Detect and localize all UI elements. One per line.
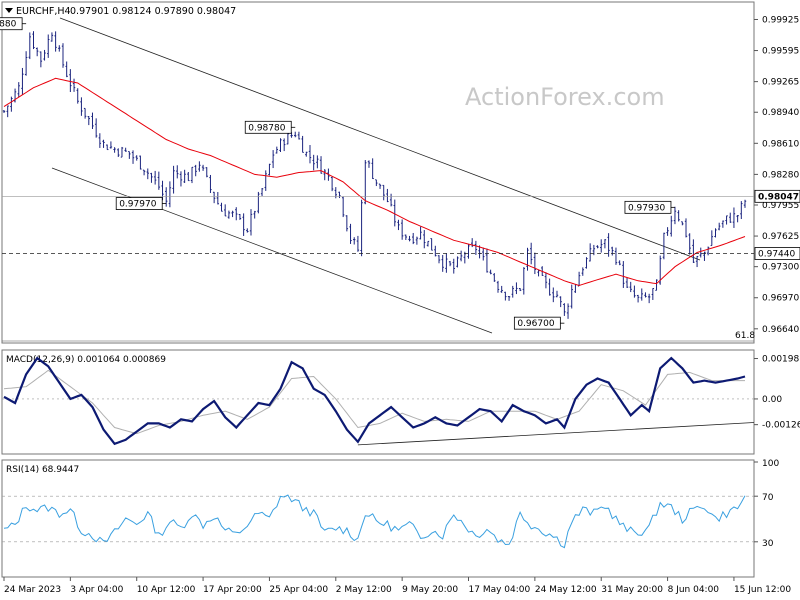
rsi-indicator: 100 70 30 [2, 459, 779, 549]
macd-indicator: 0.00198 0.00 -0.00126 [2, 355, 800, 446]
price-candles [2, 31, 747, 319]
annotation-box [513, 316, 561, 330]
price-tick-label: 0.96970 [762, 294, 799, 304]
annotation-label: 0.97970 [119, 200, 156, 210]
channel-lines: 61.8 [2, 17, 755, 342]
price-tick-label: 0.96640 [762, 325, 799, 335]
time-tick-label: 3 Apr 04:00 [70, 585, 123, 595]
moving-average-line [3, 77, 746, 287]
time-tick-label: 2 May 12:00 [336, 585, 392, 595]
macd-tick-label: -0.00126 [762, 421, 800, 431]
annotation-label: 0.99880 [0, 20, 17, 30]
support-price-box [754, 247, 800, 260]
time-axis: 24 Mar 2023 3 Apr 04:00 10 Apr 12:00 17 Apr… [3, 577, 791, 595]
price-tick-label: 0.98940 [762, 108, 799, 118]
current-price-box [754, 189, 800, 203]
time-tick-label: 15 Jun 12:00 [734, 585, 791, 595]
watermark: ActionForex.com [465, 83, 665, 111]
annotation-label: 0.97930 [628, 203, 665, 213]
rsi-tick-label: 100 [762, 459, 779, 469]
price-tick-label: 0.97955 [762, 201, 799, 211]
rsi-title: RSI(14) 68.9447 [6, 465, 79, 475]
price-tick-label: 0.99595 [762, 47, 799, 57]
price-tick-label: 0.99925 [762, 15, 799, 25]
annotation-box [115, 197, 163, 210]
ohlc-readout: 0.97901 0.98124 0.97890 0.98047 [70, 6, 236, 17]
time-tick-label: 10 Apr 12:00 [137, 585, 196, 595]
annotation-box [624, 200, 672, 214]
channel-upper-line [59, 17, 701, 261]
price-axis-labels: 0.99925 0.99595 0.99265 0.98940 0.98610 0.982… [2, 15, 800, 335]
macd-tick-label: 0.00198 [762, 355, 799, 365]
macd-signal-line [3, 369, 745, 435]
support-price-label: 0.97440 [758, 249, 795, 259]
symbol-label[interactable]: EURCHF,H4 [16, 6, 71, 17]
time-tick-label: 24 May 12:00 [535, 585, 597, 595]
price-annotations: 0.99880 0.98780 0.97970 0.97930 0.96700 [0, 17, 675, 330]
price-tick-label: 0.98610 [762, 139, 799, 149]
current-price-label: 0.98047 [758, 192, 799, 202]
fib-label: 61.8 [735, 331, 755, 341]
time-tick-label: 8 Jun 04:00 [668, 585, 720, 595]
macd-title: MACD(12,26,9) 0.001064 0.000869 [6, 355, 166, 365]
annotation-label: 0.96700 [517, 319, 554, 329]
rsi-tick-label: 70 [762, 493, 774, 503]
macd-panel-frame [1, 349, 755, 455]
annotation-box [0, 17, 23, 31]
price-panel-frame [1, 1, 755, 344]
symbol-dropdown-icon[interactable] [5, 8, 13, 13]
time-tick-label: 24 Mar 2023 [4, 585, 61, 595]
rsi-panel-frame [1, 459, 755, 578]
time-tick-label: 17 May 04:00 [469, 585, 531, 595]
macd-tick-label: 0.00 [762, 395, 782, 405]
price-tick-label: 0.97300 [762, 263, 799, 273]
time-tick-label: 31 May 20:00 [601, 585, 663, 595]
time-tick-label: 25 Apr 04:00 [269, 585, 328, 595]
rsi-line [3, 494, 746, 549]
price-tick-label: 0.97625 [762, 232, 799, 242]
channel-lower-line [51, 167, 493, 334]
macd-line [3, 356, 746, 446]
price-tick-label: 0.98280 [762, 170, 799, 180]
time-tick-label: 9 May 20:00 [402, 585, 458, 595]
annotation-box [244, 120, 292, 134]
price-tick-label: 0.99265 [762, 78, 799, 88]
rsi-tick-label: 30 [762, 539, 774, 549]
annotation-label: 0.98780 [248, 123, 285, 133]
macd-trendline [357, 422, 755, 446]
time-tick-label: 17 Apr 20:00 [203, 585, 262, 595]
